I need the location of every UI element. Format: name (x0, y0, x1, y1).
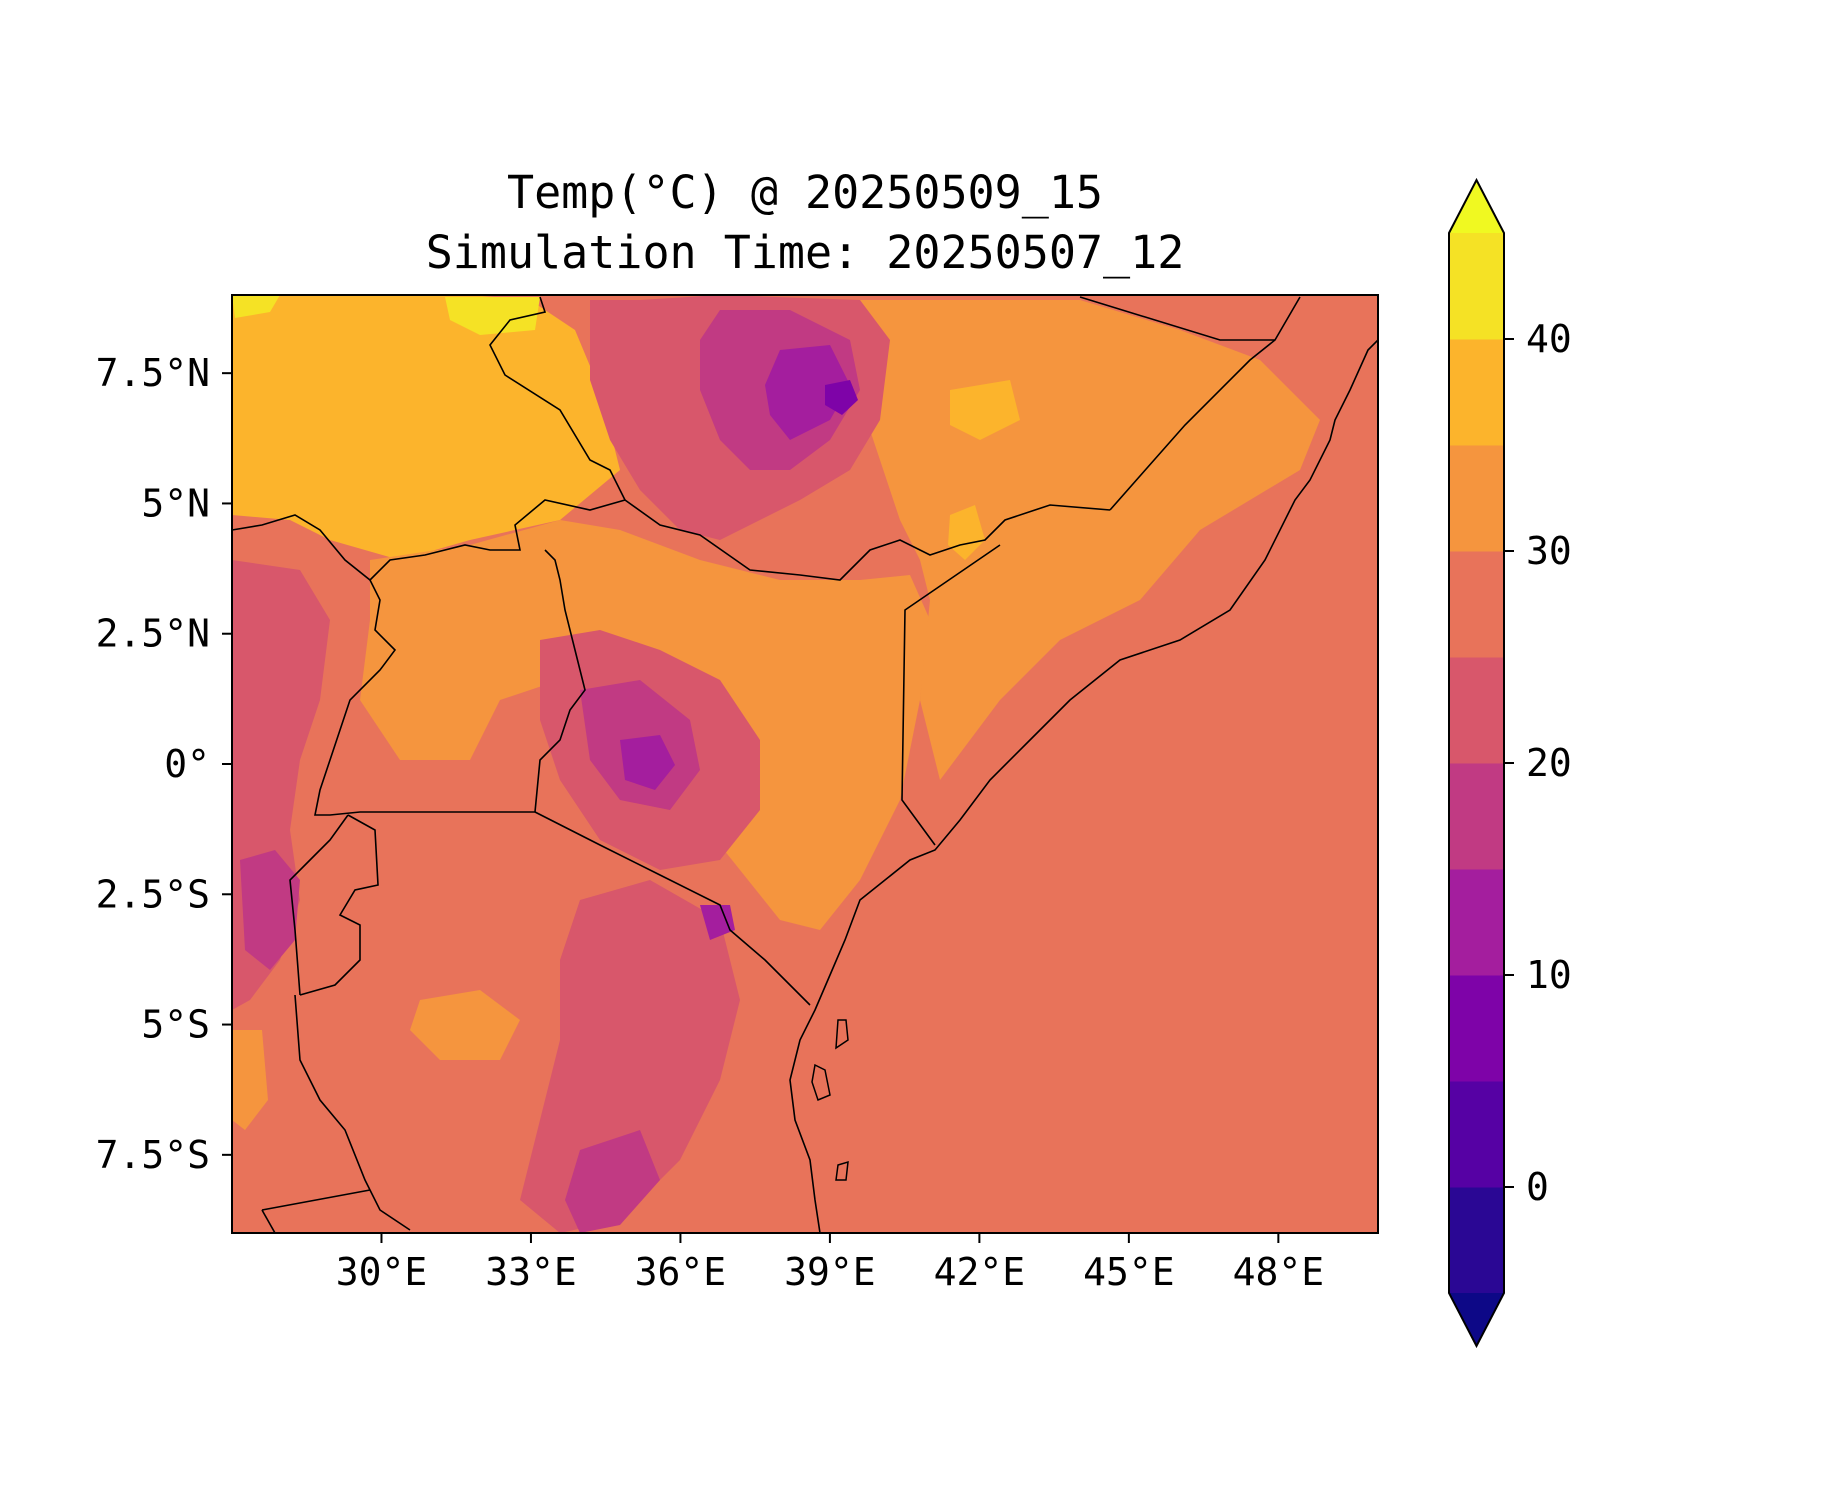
temp-region-warm-south (410, 990, 520, 1060)
island-zanzibar (811, 1063, 831, 1102)
y-tick-label: 2.5°N (96, 612, 210, 656)
colorbar-tick-label: 20 (1526, 741, 1572, 785)
y-tick-label: 2.5°S (96, 872, 210, 916)
colorbar: 0 10 20 30 40 (1448, 177, 1572, 1349)
island-pemba (835, 1019, 849, 1050)
temp-region-kilimanjaro-cold (700, 905, 735, 940)
x-tick-label: 36°E (635, 1250, 727, 1294)
border-ethiopia-somaliland (1079, 296, 1275, 341)
border-south-west (261, 1209, 276, 1233)
border-uganda (314, 549, 586, 816)
border-rwanda-burundi (299, 814, 379, 996)
colorbar-bin (1449, 339, 1504, 446)
border-sudan-south-sudan-ethiopia (232, 296, 627, 582)
x-tick-label: 30°E (336, 1250, 428, 1294)
temp-region-highlands-ethiopia-coldest (825, 380, 858, 415)
colorbar-tick-label: 0 (1526, 1165, 1549, 1209)
colorbar-over-arrow (1449, 180, 1504, 233)
colorbar-tick-label: 30 (1526, 529, 1572, 573)
border-ethiopia-somalia (1109, 296, 1301, 511)
country-borders (232, 296, 1301, 1233)
temp-region-hot-ogaden (950, 380, 1020, 440)
y-tick-label: 5°S (141, 1003, 210, 1047)
colorbar-bin (1449, 1081, 1504, 1188)
x-tick-label: 45°E (1083, 1250, 1175, 1294)
border-kenya-somalia (901, 544, 1001, 846)
border-drc-lakes (289, 814, 349, 996)
temp-region-tanzania-south-cool (565, 1130, 660, 1233)
colorbar-under-arrow (1449, 1293, 1504, 1346)
coastline (789, 339, 1378, 1233)
temp-region-highlands-ethiopia-cold (765, 345, 850, 440)
temperature-map (232, 295, 1378, 1233)
colorbar-bin (1449, 763, 1504, 870)
border-zambia-malawi (261, 1189, 371, 1211)
y-tick-label: 7.5°S (96, 1133, 210, 1177)
border-tanzania-mozambique-zambia (294, 994, 411, 1231)
colorbar-tick-label: 10 (1526, 953, 1572, 997)
colorbar-bin (1449, 551, 1504, 658)
colorbar-bin (1449, 1187, 1504, 1294)
colorbar-tick-label: 40 (1526, 317, 1572, 361)
x-tick-label: 48°E (1233, 1250, 1325, 1294)
island-mafia (835, 1160, 849, 1181)
y-axis-ticks: 7.5°N 5°N 2.5°N 0° 2.5°S 5°S 7.5°S (96, 351, 232, 1177)
temp-region-hot-northwest (232, 295, 620, 560)
x-tick-label: 33°E (485, 1250, 577, 1294)
colorbar-bin (1449, 869, 1504, 976)
y-tick-label: 0° (164, 742, 210, 786)
y-tick-label: 7.5°N (96, 351, 210, 395)
figure-title-line2: Simulation Time: 20250507_12 (426, 226, 1185, 279)
x-tick-label: 39°E (784, 1250, 876, 1294)
temp-region-warm-south-west (232, 1030, 268, 1130)
colorbar-bin (1449, 233, 1504, 340)
border-ethiopia-kenya (624, 499, 1111, 581)
colorbar-bin (1449, 445, 1504, 552)
figure-title-line1: Temp(°C) @ 20250509_15 (507, 166, 1103, 219)
temp-region-very-hot-north (445, 297, 540, 335)
colorbar-bin (1449, 657, 1504, 764)
border-kenya-tanzania (534, 811, 811, 1006)
temp-region-kenya-highlands-cold (620, 735, 675, 790)
temp-region-tanzania-highlands (520, 880, 740, 1233)
y-tick-label: 5°N (141, 481, 210, 525)
x-tick-label: 42°E (934, 1250, 1026, 1294)
temp-region-western-lakes-cool (240, 850, 300, 970)
colorbar-bin (1449, 975, 1504, 1082)
temp-region-very-hot-corner (232, 295, 280, 318)
x-axis-ticks: 30°E 33°E 36°E 39°E 42°E 45°E 48°E (336, 1233, 1324, 1294)
colorbar-outline (1448, 177, 1505, 1349)
